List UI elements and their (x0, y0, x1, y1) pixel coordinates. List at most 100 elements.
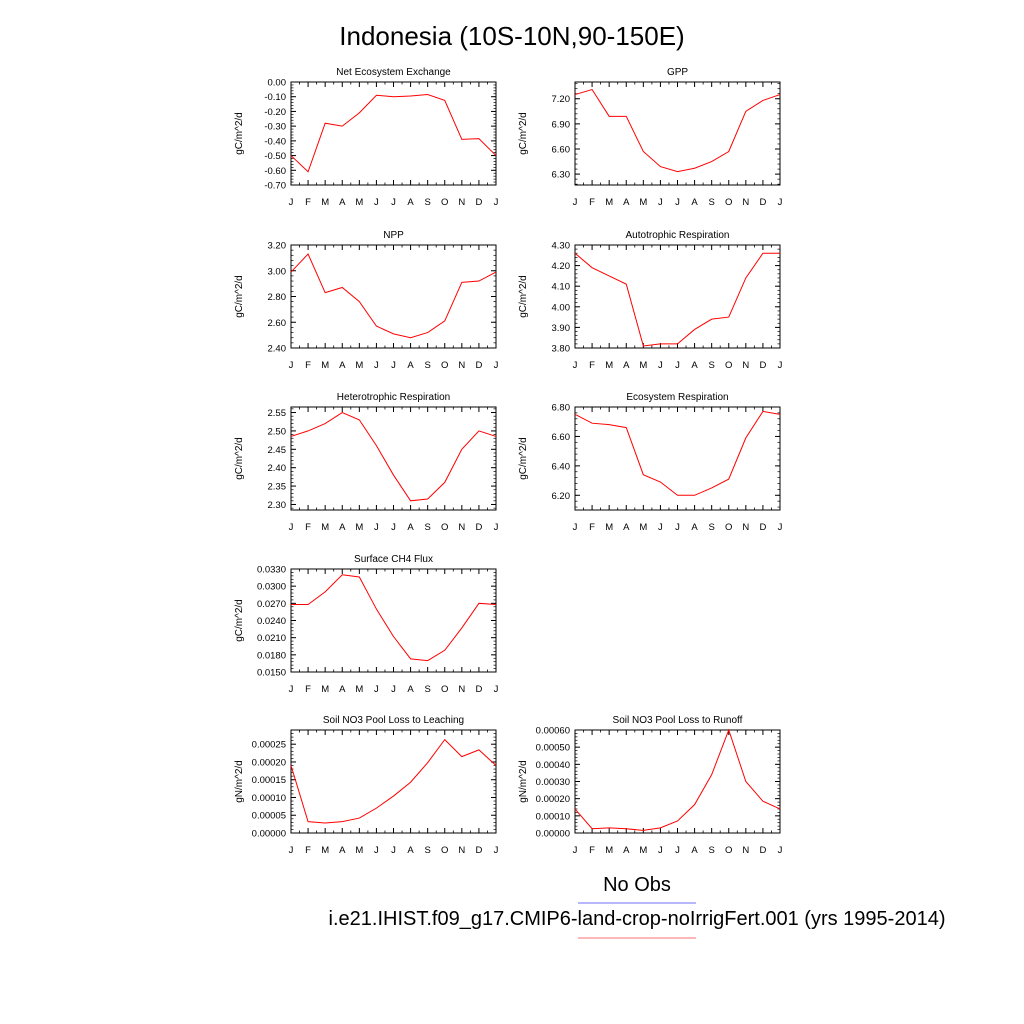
y-axis-label: gC/m^2/d (518, 275, 529, 318)
x-tick-label: A (407, 845, 414, 856)
x-tick-label: M (355, 360, 363, 371)
y-tick-label: 0.00020 (536, 794, 570, 805)
x-tick-label: A (339, 197, 346, 208)
x-tick-label: O (725, 845, 732, 856)
y-axis-label: gC/m^2/d (234, 437, 245, 480)
y-tick-label: 0.00000 (252, 829, 286, 840)
figure-title: Indonesia (10S-10N,90-150E) (339, 21, 684, 51)
y-tick-label: -0.40 (264, 136, 286, 147)
x-tick-label: M (355, 845, 363, 856)
x-tick-label: M (321, 522, 329, 533)
x-tick-label: A (407, 522, 414, 533)
y-tick-label: 6.80 (552, 403, 571, 414)
x-tick-label: F (305, 684, 311, 695)
x-tick-label: J (289, 684, 294, 695)
plot-frame (574, 729, 781, 834)
y-tick-label: 4.10 (552, 282, 571, 293)
x-tick-label: D (759, 197, 766, 208)
y-tick-label: 4.30 (552, 241, 571, 252)
x-tick-label: M (355, 197, 363, 208)
y-tick-label: 7.20 (552, 94, 571, 105)
y-tick-label: 6.30 (552, 170, 571, 181)
x-tick-label: J (573, 845, 578, 856)
x-tick-label: J (494, 684, 499, 695)
x-tick-label: F (305, 845, 311, 856)
x-tick-label: M (605, 360, 613, 371)
y-axis-label: gC/m^2/d (234, 112, 245, 155)
panel-title: Surface CH4 Flux (354, 554, 433, 565)
x-tick-label: S (708, 522, 714, 533)
y-tick-label: 3.80 (552, 344, 571, 355)
x-tick-label: O (725, 360, 732, 371)
y-axis-label: gC/m^2/d (518, 112, 529, 155)
y-tick-label: 0.00020 (252, 757, 286, 768)
legend-obs-label: No Obs (603, 874, 671, 896)
x-tick-label: J (658, 522, 663, 533)
x-tick-label: A (691, 197, 698, 208)
x-tick-label: J (289, 360, 294, 371)
y-tick-label: 6.40 (552, 461, 571, 472)
y-tick-label: 4.00 (552, 302, 571, 313)
x-tick-label: J (573, 197, 578, 208)
x-tick-label: J (778, 522, 783, 533)
x-tick-label: M (355, 522, 363, 533)
x-tick-label: M (605, 845, 613, 856)
y-tick-label: 0.00000 (536, 829, 570, 840)
plot-frame (290, 729, 497, 834)
legend: No Obs i.e21.IHIST.f09_g17.CMIP6-land-cr… (329, 874, 946, 939)
x-tick-label: J (374, 360, 379, 371)
x-tick-label: N (742, 845, 749, 856)
panel-title: NPP (383, 230, 404, 241)
legend-model-label: i.e21.IHIST.f09_g17.CMIP6-land-crop-noIr… (329, 908, 946, 930)
y-tick-label: 6.60 (552, 432, 571, 443)
x-tick-label: J (675, 360, 680, 371)
plot-frame (290, 244, 497, 349)
x-tick-label: A (339, 522, 346, 533)
x-tick-label: J (391, 845, 396, 856)
x-tick-label: S (424, 684, 430, 695)
x-tick-label: A (623, 845, 630, 856)
x-tick-label: J (289, 197, 294, 208)
panel-title: GPP (667, 67, 688, 78)
x-tick-label: S (424, 360, 430, 371)
x-tick-label: O (725, 197, 732, 208)
x-tick-label: M (639, 197, 647, 208)
panel-title: Autotrophic Respiration (626, 230, 730, 241)
y-tick-label: -0.50 (264, 151, 286, 162)
x-tick-label: A (691, 522, 698, 533)
x-tick-label: J (391, 522, 396, 533)
x-tick-label: N (458, 522, 465, 533)
y-axis-label: gC/m^2/d (234, 275, 245, 318)
y-tick-label: -0.60 (264, 166, 286, 177)
y-tick-label: 4.20 (552, 261, 571, 272)
x-tick-label: A (407, 684, 414, 695)
x-tick-label: N (458, 684, 465, 695)
x-tick-label: J (675, 845, 680, 856)
x-tick-label: F (305, 197, 311, 208)
x-tick-label: J (675, 522, 680, 533)
y-tick-label: 2.40 (268, 463, 287, 474)
plot-frame (574, 244, 781, 349)
x-tick-label: J (494, 197, 499, 208)
x-tick-label: M (321, 360, 329, 371)
x-tick-label: M (605, 197, 613, 208)
x-tick-label: J (494, 845, 499, 856)
y-axis-label: gN/m^2/d (234, 760, 245, 803)
y-tick-label: 0.00 (268, 78, 287, 89)
y-tick-label: 0.0270 (257, 599, 286, 610)
x-tick-label: S (424, 197, 430, 208)
y-tick-label: 2.55 (268, 408, 287, 419)
y-tick-label: 6.60 (552, 144, 571, 155)
x-tick-label: A (407, 360, 414, 371)
y-tick-label: 0.00025 (252, 740, 286, 751)
x-tick-label: J (391, 360, 396, 371)
x-tick-label: D (475, 360, 482, 371)
plot-frame (290, 406, 497, 511)
